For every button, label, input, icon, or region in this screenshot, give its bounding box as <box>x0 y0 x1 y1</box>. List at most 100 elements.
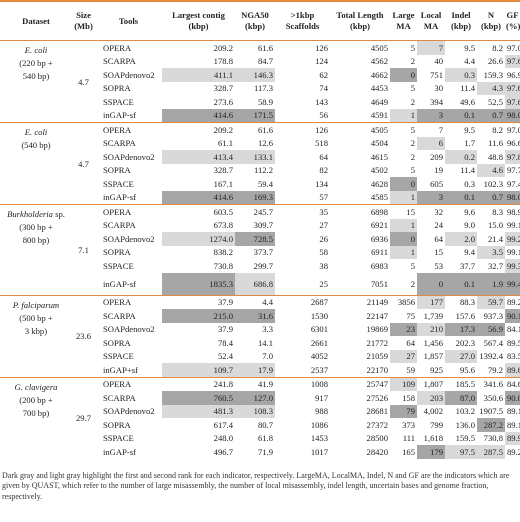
dataset-detail: (200 bp + <box>19 394 53 405</box>
dataset-name-line: P. falciparum <box>2 299 70 312</box>
tool-cell: SSPACE <box>103 433 134 444</box>
value-cell: 1.9 <box>477 272 505 295</box>
value-cell: 6936 <box>370 233 388 244</box>
value-cell: 4649 <box>370 96 388 107</box>
value-cell: 109 <box>390 376 417 391</box>
value-cell: 159.5 <box>455 433 475 444</box>
value-cell: 58 <box>319 247 328 258</box>
table-row: P. falciparum (500 bp +3 kbp) 23.6 OPERA 37.… <box>0 294 520 377</box>
dataset-cell: Burkholderia sp. (300 bp + 800 bp) <box>0 204 72 295</box>
value-cell: 89.6 <box>505 363 520 377</box>
value-cell: 4505 <box>330 122 390 137</box>
value-cell: 4504 <box>370 138 388 149</box>
value-cell: 3 <box>417 190 445 205</box>
value-cell: 2 <box>410 96 415 107</box>
value-cell: 215.0 <box>162 309 235 323</box>
column-header: Largest contig (kbp) <box>162 0 235 41</box>
value-cell: 2661 <box>310 337 328 348</box>
tool-cell: SOPRA <box>103 83 131 94</box>
value-cell: 97.5 <box>445 445 477 459</box>
value-cell: 171.5 <box>235 108 275 123</box>
value-cell: 32.7 <box>487 260 503 271</box>
value-cell: 59.4 <box>257 178 273 189</box>
dataset-detail: 800 bp) <box>22 235 50 245</box>
value-cell: 108.3 <box>235 404 275 418</box>
table-row: SCARPA 760.5 127.0 917 27526 158 203 87.0 350.6 9… <box>0 391 520 405</box>
value-cell: 0.3 <box>445 68 477 82</box>
table-row: SOAPdenovo2 1274.0 728.5 26 6936 0 64 2.0 21.4 99… <box>0 232 520 246</box>
value-cell: 126 <box>275 40 330 55</box>
value-cell: 0 <box>417 272 445 295</box>
value-cell: 117.3 <box>253 83 273 94</box>
value-cell: 6921 <box>370 220 388 231</box>
value-cell: 84.1 <box>507 324 520 335</box>
value-cell: 1 <box>390 245 417 259</box>
results-table: Dataset Size (Mb) Tools Largest contig (kbp… <box>0 0 520 459</box>
value-cell: 59.7 <box>477 294 505 309</box>
value-cell: 31.6 <box>235 309 275 323</box>
value-cell: 48.8 <box>487 151 503 162</box>
table-row: SSPACE 167.1 59.4 134 4628 0 605 0.3 102.3 97.4 <box>0 177 520 191</box>
table-row: SSPACE 248.0 61.8 1453 28500 111 1,618 159.5 730… <box>0 431 520 445</box>
value-cell: 245.7 <box>235 204 275 219</box>
value-cell: 89.9 <box>505 431 520 445</box>
table-row: SOAPdenovo2 481.3 108.3 988 28681 79 4,002 103.… <box>0 404 520 418</box>
column-header: Local MA <box>417 0 445 41</box>
value-cell: 169.3 <box>235 190 275 205</box>
value-cell: 97.6 <box>505 95 520 109</box>
value-cell: 111 <box>402 433 415 444</box>
value-cell: 185.5 <box>445 376 477 391</box>
value-cell: 287.2 <box>477 418 505 432</box>
value-cell: 8.2 <box>477 40 505 55</box>
value-cell: 7.0 <box>262 351 273 362</box>
value-cell: 15 <box>434 247 443 258</box>
value-cell: 209 <box>430 151 443 162</box>
value-cell: 97.0 <box>505 40 520 55</box>
value-cell: 97.0 <box>505 122 520 137</box>
value-cell: 99.4 <box>505 272 520 295</box>
value-cell: 605 <box>430 178 443 189</box>
value-cell: 11.6 <box>488 138 503 149</box>
column-header: Dataset <box>0 0 72 41</box>
value-cell: 0.1 <box>445 108 477 123</box>
value-cell: 8.2 <box>477 122 505 137</box>
value-cell: 6301 <box>310 324 328 335</box>
table-row: E. coli (540 bp) 4.7 OPERA 209.2 61.6 126 4505 5… <box>0 122 520 205</box>
value-cell: 38 <box>319 260 328 271</box>
value-cell: 83.5 <box>507 351 520 362</box>
value-cell: 1392.4 <box>479 351 503 362</box>
value-cell: 28500 <box>366 433 388 444</box>
value-cell: 102.3 <box>483 178 503 189</box>
value-cell: 79 <box>390 404 417 418</box>
value-cell: 937.3 <box>483 310 503 321</box>
value-cell: 210 <box>417 322 445 336</box>
size-cell: 29.7 <box>72 376 95 459</box>
value-cell: 0.3 <box>464 178 475 189</box>
value-cell: 799 <box>430 419 443 430</box>
value-cell: 414.6 <box>162 108 235 123</box>
value-cell: 56.9 <box>477 322 505 336</box>
value-cell: 2 <box>410 278 415 289</box>
size-cell: 7.1 <box>72 204 95 295</box>
value-cell: 414.6 <box>162 190 235 205</box>
value-cell: 1,857 <box>423 351 443 362</box>
tool-cell: SSPACE <box>103 351 134 362</box>
value-cell: 143 <box>315 96 328 107</box>
tool-cell: OPERA <box>95 40 162 55</box>
value-cell: 103.2 <box>455 406 475 417</box>
value-cell: 25 <box>319 278 328 289</box>
dataset-cell: E. coli (220 bp + 540 bp) <box>0 40 72 123</box>
value-cell: 3856 <box>390 294 417 309</box>
tool-cell: SCARPA <box>103 220 136 231</box>
value-cell: 686.8 <box>235 272 275 295</box>
value-cell: 1835.3 <box>162 272 235 295</box>
value-cell: 52.4 <box>217 351 233 362</box>
value-cell: 2 <box>410 138 415 149</box>
table-row: inGAP-sf 496.7 71.9 1017 28420 165 179 97.5 287.… <box>0 445 520 459</box>
value-cell: 4.4 <box>464 56 475 67</box>
value-cell: 37.9 <box>217 324 233 335</box>
value-cell: 0.7 <box>477 108 505 123</box>
value-cell: 49.6 <box>459 96 475 107</box>
value-cell: 273.6 <box>213 96 233 107</box>
value-cell: 309.7 <box>253 220 273 231</box>
